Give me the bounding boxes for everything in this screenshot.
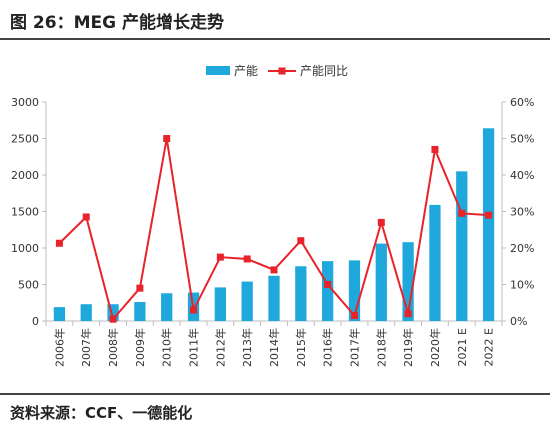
x-tick-label: 2014年 <box>267 328 281 367</box>
capacity-bar <box>295 266 307 321</box>
capacity-bar <box>402 242 414 321</box>
source-divider <box>0 393 550 395</box>
source-note: 资料来源：CCF、一德能化 <box>10 404 193 422</box>
capacity-bar <box>456 171 468 321</box>
capacity-bar <box>53 307 66 321</box>
capacity-bar <box>375 243 387 321</box>
figure-title: 图 26：MEG 产能增长走势 <box>10 13 224 33</box>
growth-point <box>163 135 171 142</box>
x-tick-label: 2018年 <box>374 328 388 367</box>
left-tick-label: 1000 <box>11 242 39 255</box>
right-tick-label: 30% <box>510 206 534 219</box>
capacity-bar <box>322 261 334 321</box>
x-tick-label: 2008年 <box>106 328 120 367</box>
x-tick-label: 2022 E <box>483 328 496 366</box>
x-tick-label: 2016年 <box>321 328 335 367</box>
growth-point <box>82 213 90 221</box>
x-tick-label: 2007年 <box>79 328 93 367</box>
growth-point <box>216 253 224 261</box>
growth-point <box>136 284 144 292</box>
growth-point <box>243 255 251 263</box>
growth-point <box>377 218 385 226</box>
x-tick-label: 2011年 <box>187 328 201 367</box>
chart-legend: 产能 产能同比 <box>206 64 348 78</box>
capacity-bar <box>482 128 495 321</box>
capacity-bar <box>214 287 226 321</box>
growth-point <box>350 312 358 320</box>
capacity-growth-line <box>55 135 493 323</box>
x-tick-label: 2017年 <box>347 328 361 367</box>
right-tick-label: 60% <box>510 96 534 109</box>
meg-capacity-chart: 产能 产能同比 0 500 1000 1500 2000 2500 3000 0% 10% 20% 3… <box>11 64 534 367</box>
growth-point <box>404 310 412 318</box>
capacity-bar <box>268 275 280 321</box>
legend-capacity-swatch <box>206 66 230 75</box>
capacity-bars <box>53 128 495 321</box>
growth-point <box>297 237 305 245</box>
capacity-bar <box>80 304 92 321</box>
growth-point <box>270 266 278 274</box>
right-tick-label: 20% <box>510 242 534 255</box>
growth-point <box>485 211 493 219</box>
growth-point <box>55 239 63 247</box>
left-tick-label: 500 <box>18 279 39 292</box>
x-tick-label: 2013年 <box>240 328 254 367</box>
right-tick-label: 40% <box>510 169 534 182</box>
x-tick-label: 2019年 <box>401 328 415 367</box>
growth-point <box>431 145 439 153</box>
capacity-bar <box>241 281 253 321</box>
x-tick-label: 2006年 <box>52 328 66 367</box>
x-tick-label: 2015年 <box>294 328 308 367</box>
left-tick-label: 3000 <box>11 96 39 109</box>
growth-point <box>109 315 117 323</box>
growth-point <box>458 209 466 217</box>
legend-growth-label: 产能同比 <box>300 64 348 78</box>
left-tick-label: 2000 <box>11 169 39 182</box>
growth-point <box>324 281 332 288</box>
axis-tick-labels: 0 500 1000 1500 2000 2500 3000 0% 10% 20% 30% 40% 50… <box>11 96 534 367</box>
left-tick-label: 0 <box>32 315 39 328</box>
capacity-bar <box>429 204 441 321</box>
right-tick-label: 0% <box>510 315 527 328</box>
x-tick-label: 2012年 <box>213 328 227 367</box>
left-tick-label: 1500 <box>11 206 39 219</box>
capacity-bar <box>107 304 119 321</box>
right-tick-label: 50% <box>510 133 534 146</box>
growth-point <box>190 306 198 314</box>
x-tick-label: 2010年 <box>160 328 174 367</box>
left-tick-label: 2500 <box>11 133 39 146</box>
x-tick-label: 2009年 <box>133 328 147 367</box>
legend-growth-marker <box>278 67 286 75</box>
capacity-bar <box>348 260 361 321</box>
capacity-bar <box>134 302 146 321</box>
right-tick-label: 10% <box>510 279 534 292</box>
x-tick-label: 2020年 <box>428 328 442 367</box>
capacity-bar <box>161 293 173 321</box>
legend-capacity-label: 产能 <box>234 64 258 78</box>
x-tick-label: 2021 E <box>456 328 469 366</box>
title-divider <box>0 38 550 40</box>
